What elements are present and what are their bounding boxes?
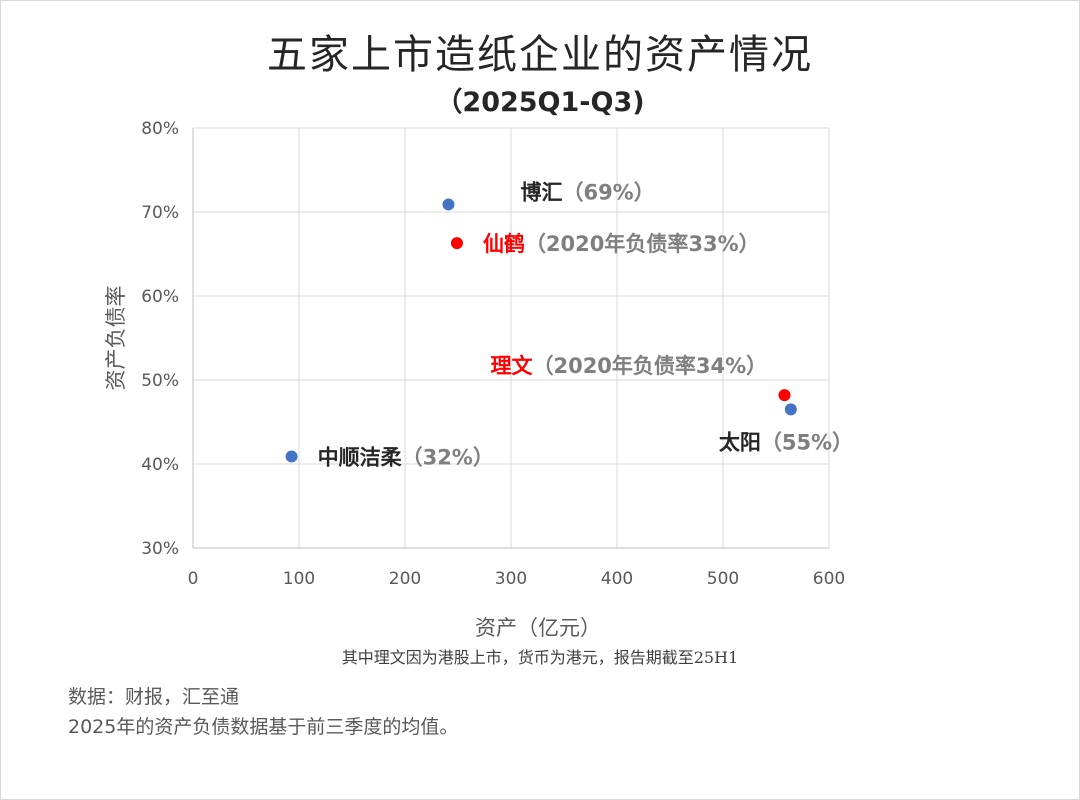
- point-label: 理文（2020年负债率34%）: [490, 354, 767, 378]
- point-label-name: 理文: [490, 354, 533, 378]
- point-label-name: 太阳: [719, 430, 761, 454]
- source-line-2: 2025年的资产负债数据基于前三季度的均值。: [68, 716, 459, 738]
- y-tick-label: 30%: [141, 539, 179, 559]
- x-tick-label: 200: [389, 569, 421, 589]
- x-axis-title: 资产（亿元）: [475, 616, 601, 640]
- x-tick-label: 300: [495, 569, 527, 589]
- grid-lines: [192, 127, 830, 549]
- point-label-note: （69%）: [562, 180, 654, 204]
- point-label-name: 博汇: [520, 180, 562, 204]
- x-tick-label: 400: [601, 569, 633, 589]
- point-label-note: （2020年负债率33%）: [525, 232, 760, 256]
- footnote: 其中理文因为港股上市，货币为港元，报告期截至25H1: [341, 648, 739, 667]
- y-tick-label: 80%: [141, 119, 179, 139]
- tick-labels: 30% 40% 50% 60% 70% 80% 0 100 200 300 400 500 600: [141, 119, 845, 589]
- x-tick-label: 0: [188, 569, 199, 589]
- chart-title: 五家上市造纸企业的资产情况: [267, 32, 813, 78]
- point-label: 博汇（69%）: [520, 180, 654, 204]
- y-tick-label: 50%: [141, 371, 179, 391]
- data-point: [450, 237, 463, 250]
- y-axis-title: 资产负债率: [104, 286, 128, 391]
- chart-subtitle: （2025Q1-Q3): [435, 87, 645, 118]
- y-tick-label: 40%: [141, 455, 179, 475]
- data-point: [784, 403, 797, 416]
- x-tick-label: 600: [813, 569, 845, 589]
- source-note: 数据：财报，汇至通 2025年的资产负债数据基于前三季度的均值。: [68, 682, 458, 742]
- x-tick-label: 500: [707, 569, 739, 589]
- data-point: [285, 450, 298, 463]
- source-line-1: 数据：财报，汇至通: [68, 686, 240, 708]
- data-points: [285, 198, 797, 463]
- point-labels: 博汇（69%）仙鹤（2020年负债率33%）理文（2020年负债率34%）太阳（…: [318, 180, 854, 469]
- point-label-name: 中顺洁柔: [318, 445, 403, 469]
- point-label-note: （32%）: [402, 445, 494, 469]
- point-label-note: （55%）: [761, 430, 853, 454]
- data-point: [778, 389, 791, 402]
- point-label-name: 仙鹤: [483, 232, 525, 256]
- y-tick-label: 60%: [141, 287, 179, 307]
- data-point: [442, 198, 455, 211]
- x-tick-label: 100: [283, 569, 315, 589]
- axes: [192, 128, 829, 549]
- point-label: 中顺洁柔（32%）: [318, 445, 494, 469]
- y-tick-label: 70%: [141, 203, 179, 223]
- point-label-note: （2020年负债率34%）: [532, 354, 767, 378]
- point-label: 仙鹤（2020年负债率33%）: [483, 232, 760, 256]
- point-label: 太阳（55%）: [719, 430, 853, 454]
